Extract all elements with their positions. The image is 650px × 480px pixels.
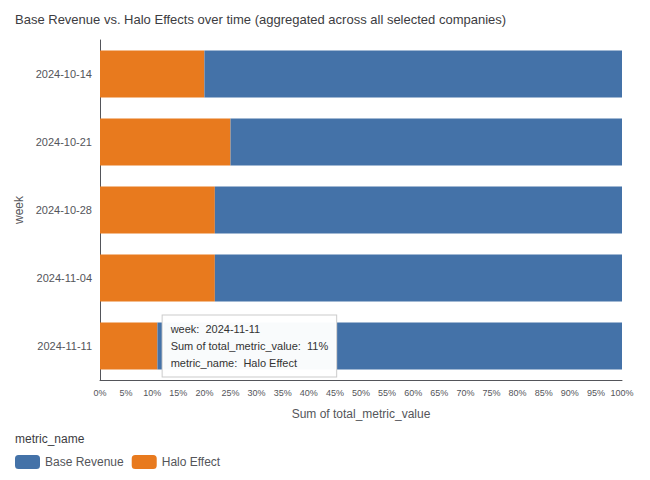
svg-text:30%: 30% <box>248 388 266 398</box>
svg-text:2024-11-04: 2024-11-04 <box>37 272 92 284</box>
svg-text:70%: 70% <box>456 388 474 398</box>
svg-text:20%: 20% <box>195 388 213 398</box>
svg-text:65%: 65% <box>430 388 448 398</box>
svg-text:Sum of total_metric_value: Sum of total_metric_value <box>292 407 431 421</box>
svg-text:25%: 25% <box>221 388 239 398</box>
svg-text:metric_name: Halo Effect: metric_name: Halo Effect <box>171 357 297 369</box>
svg-text:40%: 40% <box>300 388 318 398</box>
svg-text:2024-10-21: 2024-10-21 <box>36 136 92 148</box>
svg-text:Sum of total_metric_value: 11: Sum of total_metric_value: 11% <box>171 340 329 352</box>
svg-text:week: week <box>12 195 26 225</box>
svg-text:35%: 35% <box>274 388 292 398</box>
svg-text:0%: 0% <box>93 388 106 398</box>
svg-text:2024-10-14: 2024-10-14 <box>36 68 92 80</box>
svg-text:100%: 100% <box>610 388 633 398</box>
svg-text:45%: 45% <box>326 388 344 398</box>
svg-text:55%: 55% <box>378 388 396 398</box>
svg-text:80%: 80% <box>509 388 527 398</box>
svg-text:60%: 60% <box>404 388 422 398</box>
svg-text:95%: 95% <box>587 388 605 398</box>
svg-text:5%: 5% <box>120 388 133 398</box>
svg-text:50%: 50% <box>352 388 370 398</box>
svg-text:90%: 90% <box>561 388 579 398</box>
svg-text:Halo Effect: Halo Effect <box>162 455 221 469</box>
svg-text:metric_name: metric_name <box>15 432 85 446</box>
svg-text:Base Revenue: Base Revenue <box>45 455 124 469</box>
svg-text:10%: 10% <box>143 388 161 398</box>
svg-text:85%: 85% <box>535 388 553 398</box>
svg-text:75%: 75% <box>482 388 500 398</box>
svg-text:week: 2024-11-11: week: 2024-11-11 <box>170 323 260 335</box>
svg-text:Base Revenue vs. Halo Effects: Base Revenue vs. Halo Effects over time … <box>15 12 506 27</box>
svg-text:15%: 15% <box>169 388 187 398</box>
svg-text:2024-10-28: 2024-10-28 <box>36 204 92 216</box>
svg-text:2024-11-11: 2024-11-11 <box>37 340 92 352</box>
